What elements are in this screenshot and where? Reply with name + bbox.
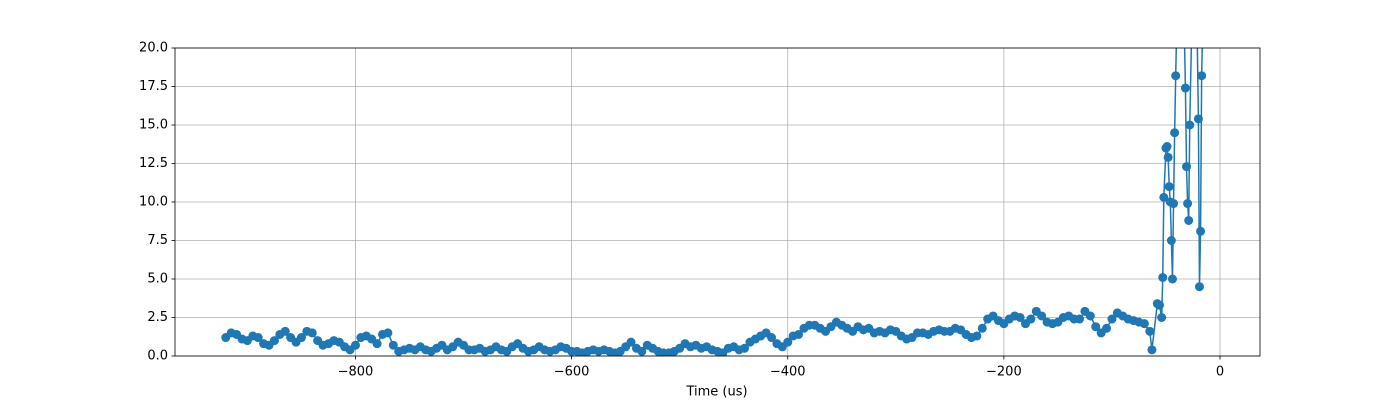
y-tick-label: 10.0 — [139, 195, 168, 210]
y-tick-label: 20.0 — [139, 41, 168, 56]
data-point — [1145, 326, 1155, 336]
data-point — [1075, 314, 1085, 324]
data-point — [1164, 182, 1174, 192]
data-point — [626, 337, 636, 347]
data-point — [1159, 192, 1169, 202]
data-point — [977, 323, 987, 333]
data-point — [1185, 120, 1195, 130]
x-tick-label: −400 — [770, 365, 806, 380]
data-point — [1183, 199, 1193, 209]
data-point — [1167, 274, 1177, 284]
data-point — [1026, 314, 1036, 324]
x-tick-label: 0 — [1216, 365, 1224, 380]
data-point — [1166, 236, 1176, 245]
data-point — [1091, 322, 1101, 332]
data-point — [269, 336, 279, 346]
data-point — [1163, 152, 1173, 162]
data-point — [740, 343, 750, 353]
data-point — [350, 340, 360, 350]
data-point — [1170, 128, 1180, 138]
data-point — [1085, 311, 1095, 321]
data-point — [1197, 71, 1207, 81]
data-point — [1107, 314, 1117, 324]
grid — [175, 47, 1260, 357]
data-point — [767, 333, 777, 343]
plot-area — [221, 13, 1207, 356]
data-point — [1180, 83, 1190, 93]
data-point — [280, 326, 290, 336]
data-point — [1102, 323, 1112, 333]
data-point — [372, 339, 382, 349]
y-tick-label: 5.0 — [147, 272, 168, 287]
data-point — [972, 331, 982, 341]
data-point — [296, 333, 306, 343]
data-point — [1169, 199, 1179, 209]
data-point — [1147, 345, 1157, 355]
y-tick-label: 7.5 — [147, 233, 168, 248]
data-point — [307, 328, 317, 338]
x-axis-label: Time (us) — [685, 385, 747, 400]
data-line — [225, 48, 1203, 354]
data-point — [1139, 319, 1149, 329]
y-tick-label: 15.0 — [139, 118, 168, 133]
x-tick-label: −200 — [986, 365, 1022, 380]
x-tick-label: −800 — [338, 365, 374, 380]
data-point — [783, 337, 793, 347]
data-point — [637, 346, 647, 356]
y-tick-label: 17.5 — [139, 79, 168, 94]
data-point — [1184, 215, 1194, 225]
data-point — [1154, 300, 1164, 310]
data-point — [1187, 13, 1196, 22]
data-point — [1194, 282, 1204, 292]
data-point — [1158, 272, 1168, 282]
data-point — [1182, 162, 1192, 172]
data-point — [253, 333, 263, 343]
data-point — [794, 329, 804, 339]
data-point — [1162, 142, 1172, 152]
x-tick-label: −600 — [554, 365, 590, 380]
y-tick-label: 12.5 — [139, 156, 168, 171]
data-point — [1037, 311, 1047, 321]
y-tick-label: 2.5 — [147, 310, 168, 325]
data-point — [1157, 313, 1167, 322]
data-point — [1193, 114, 1203, 124]
data-point — [388, 340, 398, 350]
data-point — [1171, 71, 1181, 81]
data-point — [1015, 313, 1025, 322]
data-point — [383, 328, 393, 338]
y-tick-label: 0.0 — [147, 349, 168, 364]
data-point — [1196, 226, 1206, 236]
ticks: −800 −600 −400 −200 0 0.0 2.5 5.0 7.5 10.0 12.5 15.… — [139, 41, 1224, 380]
